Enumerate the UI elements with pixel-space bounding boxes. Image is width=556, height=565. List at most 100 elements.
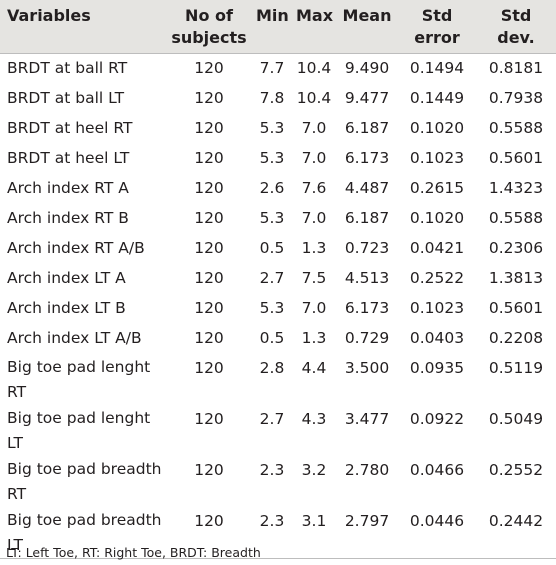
- cell-variable: BRDT at heel LT: [7, 149, 130, 167]
- cell-min: 7.8: [259, 89, 285, 107]
- header-std-error: Std error: [398, 0, 476, 54]
- cell-min: 2.3: [252, 507, 292, 559]
- header-mean: Mean: [336, 0, 398, 54]
- header-min: Min: [252, 0, 292, 54]
- cell-std-dev: 0.2552: [488, 461, 544, 479]
- cell-std-error: 0.1023: [409, 299, 465, 317]
- cell-std-dev: 0.7938: [488, 89, 544, 107]
- table-row: BRDT at ball LT 120 7.8 10.4 9.477 0.144…: [0, 84, 556, 114]
- cell-variable: Arch index RT A/B: [7, 239, 145, 257]
- cell-min: 5.3: [259, 299, 285, 317]
- cell-std-dev: 1.3813: [488, 269, 544, 287]
- cell-std-error: 0.1494: [409, 59, 465, 77]
- cell-std-dev: 0.2442: [476, 507, 556, 559]
- cell-min: 0.5: [259, 329, 285, 347]
- table-row: Arch index LT A 120 2.7 7.5 4.513 0.2522…: [0, 264, 556, 294]
- cell-subjects: 120: [194, 329, 224, 347]
- cell-min: 7.7: [259, 59, 285, 77]
- cell-subjects: 120: [194, 179, 224, 197]
- table-body: BRDT at ball RT 120 7.7 10.4 9.490 0.149…: [0, 54, 556, 559]
- cell-variable: Big toe pad lenght RT: [7, 358, 151, 401]
- cell-subjects: 120: [194, 299, 224, 317]
- cell-max: 7.0: [301, 149, 327, 167]
- cell-std-dev: 0.5601: [488, 149, 544, 167]
- table-row: Big toe pad breadth RT 120 2.3 3.2 2.780…: [0, 456, 556, 507]
- cell-min: 2.6: [259, 179, 285, 197]
- cell-min: 2.7: [259, 410, 285, 428]
- cell-std-dev: 0.5119: [488, 359, 544, 377]
- cell-subjects: 120: [194, 119, 224, 137]
- header-std-dev: Std dev.: [476, 0, 556, 54]
- cell-max: 1.3: [301, 329, 327, 347]
- cell-subjects: 120: [194, 410, 224, 428]
- cell-std-dev: 0.2306: [488, 239, 544, 257]
- cell-std-error: 0.1020: [409, 209, 465, 227]
- cell-mean: 3.477: [344, 410, 390, 428]
- cell-std-dev: 0.5049: [488, 410, 544, 428]
- cell-std-dev: 0.5588: [488, 119, 544, 137]
- cell-mean: 9.490: [344, 59, 390, 77]
- cell-variable: BRDT at ball LT: [7, 89, 125, 107]
- cell-max: 10.4: [296, 89, 332, 107]
- cell-max: 4.4: [301, 359, 327, 377]
- table-footnote: LT: Left Toe, RT: Right Toe, BRDT: Bread…: [6, 545, 261, 560]
- cell-variable: BRDT at heel RT: [7, 119, 133, 137]
- cell-subjects: 120: [194, 359, 224, 377]
- table-row: Big toe pad lenght LT 120 2.7 4.3 3.477 …: [0, 405, 556, 456]
- cell-std-dev: 0.2208: [488, 329, 544, 347]
- cell-max: 3.2: [301, 461, 327, 479]
- cell-std-error: 0.2615: [409, 179, 465, 197]
- cell-subjects: 120: [194, 89, 224, 107]
- cell-variable: Arch index LT B: [7, 299, 126, 317]
- cell-mean: 6.173: [344, 299, 390, 317]
- header-variables: Variables: [0, 0, 166, 54]
- cell-min: 5.3: [259, 209, 285, 227]
- table-row: Arch index LT B 120 5.3 7.0 6.173 0.1023…: [0, 294, 556, 324]
- cell-subjects: 120: [166, 507, 252, 559]
- cell-std-error: 0.1020: [409, 119, 465, 137]
- cell-max: 7.0: [301, 209, 327, 227]
- cell-mean: 0.723: [344, 239, 390, 257]
- cell-min: 2.8: [259, 359, 285, 377]
- cell-std-error: 0.0466: [409, 461, 465, 479]
- cell-std-error: 0.0935: [409, 359, 465, 377]
- cell-mean: 6.187: [344, 209, 390, 227]
- cell-std-dev: 0.5601: [488, 299, 544, 317]
- cell-max: 7.6: [301, 179, 327, 197]
- cell-std-error: 0.2522: [409, 269, 465, 287]
- cell-subjects: 120: [194, 209, 224, 227]
- cell-std-error: 0.0922: [409, 410, 465, 428]
- cell-variable: Big toe pad lenght LT: [7, 409, 151, 452]
- cell-subjects: 120: [194, 461, 224, 479]
- cell-std-error: 0.0446: [398, 507, 476, 559]
- table-row: BRDT at heel LT 120 5.3 7.0 6.173 0.1023…: [0, 144, 556, 174]
- cell-subjects: 120: [194, 59, 224, 77]
- header-row: Variables No of subjects Min Max Mean St…: [0, 0, 556, 54]
- cell-max: 3.1: [292, 507, 336, 559]
- cell-mean: 0.729: [344, 329, 390, 347]
- cell-std-error: 0.1023: [409, 149, 465, 167]
- cell-subjects: 120: [194, 239, 224, 257]
- cell-subjects: 120: [194, 269, 224, 287]
- cell-mean: 6.173: [344, 149, 390, 167]
- cell-max: 7.0: [301, 119, 327, 137]
- cell-max: 7.0: [301, 299, 327, 317]
- cell-subjects: 120: [194, 149, 224, 167]
- table-row: BRDT at ball RT 120 7.7 10.4 9.490 0.149…: [0, 54, 556, 85]
- table-row: Arch index RT B 120 5.3 7.0 6.187 0.1020…: [0, 204, 556, 234]
- cell-variable: Arch index RT A: [7, 179, 129, 197]
- table-row: Big toe pad breadth LT 120 2.3 3.1 2.797…: [0, 507, 556, 559]
- cell-std-dev: 0.8181: [488, 59, 544, 77]
- cell-min: 5.3: [259, 119, 285, 137]
- table-row: BRDT at heel RT 120 5.3 7.0 6.187 0.1020…: [0, 114, 556, 144]
- cell-variable: BRDT at ball RT: [7, 59, 128, 77]
- cell-variable: Big toe pad breadth RT: [7, 460, 162, 503]
- cell-std-error: 0.1449: [409, 89, 465, 107]
- cell-min: 2.3: [259, 461, 285, 479]
- cell-variable: Arch index LT A/B: [7, 329, 142, 347]
- table-row: Arch index RT A/B 120 0.5 1.3 0.723 0.04…: [0, 234, 556, 264]
- cell-mean: 6.187: [344, 119, 390, 137]
- cell-std-dev: 0.5588: [488, 209, 544, 227]
- cell-mean: 4.487: [344, 179, 390, 197]
